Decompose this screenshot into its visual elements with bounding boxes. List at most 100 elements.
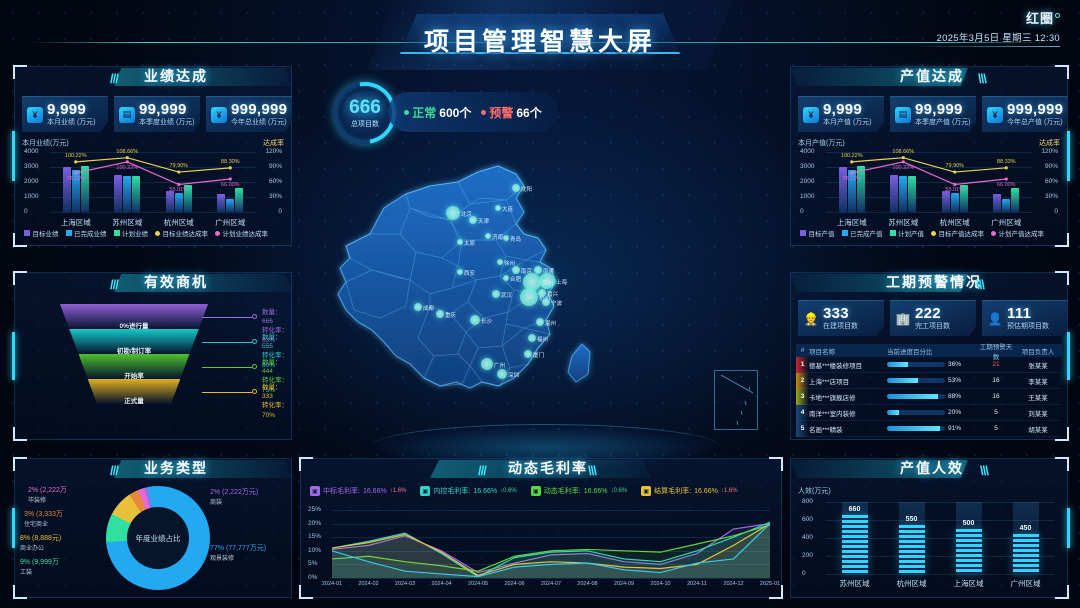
x-tick-label: 2024-01 — [321, 581, 343, 587]
bar-group[interactable] — [941, 152, 968, 212]
kpi-card[interactable]: ¥ 9,999 本月业绩 (万元) — [22, 96, 108, 132]
map-city-marker[interactable] — [523, 273, 541, 291]
map-city-marker[interactable] — [528, 334, 536, 342]
map-city-marker[interactable] — [520, 288, 538, 306]
people-efficiency-bar-chart[interactable]: 人效(万元) 0 200 400 600 800 660 苏州区域 550 杭州区域 500 上海区域… — [796, 486, 1062, 592]
map-city-marker[interactable] — [503, 275, 509, 281]
kpi-card[interactable]: ▤ 99,999 本季度业绩 (万元) — [114, 96, 200, 132]
gross-margin-metric[interactable]: ▣ 动态毛利率: 16.66% ↓0.6% — [530, 486, 627, 496]
map-city-marker[interactable] — [542, 298, 550, 306]
map-city-marker[interactable] — [524, 350, 532, 358]
warning-dot-icon — [481, 109, 487, 115]
gross-margin-legend[interactable]: ▣ 中标毛利率: 16.66% ↑1.6% ▣ 内控毛利率: 16.66% ↓0.6% ▣ 动态毛… — [310, 486, 738, 496]
row-progress[interactable]: 36% — [887, 361, 977, 368]
map-city-marker[interactable] — [497, 259, 503, 265]
bar-group[interactable] — [838, 152, 865, 212]
legend-item[interactable]: 已完成产值 — [841, 228, 883, 238]
table-row[interactable]: 2 上海***店项目 53% 16 李某某 — [796, 372, 1062, 389]
category-label: 上海区域 — [953, 579, 984, 588]
gross-margin-metric[interactable]: ▣ 中标毛利率: 16.66% ↑1.6% — [310, 486, 406, 496]
row-progress[interactable]: 91% — [887, 425, 977, 432]
legend-item[interactable]: 目标业绩达成率 — [155, 228, 208, 238]
map-city-marker[interactable] — [470, 315, 480, 325]
gridline — [332, 523, 770, 525]
row-progress[interactable]: 53% — [887, 377, 977, 384]
legend-item[interactable]: 目标产值 — [800, 228, 835, 238]
gross-margin-metric[interactable]: ▣ 结算毛利率: 16.66% ↑1.6% — [641, 486, 738, 496]
map-city-label: 重庆 — [445, 313, 457, 319]
map-city-marker[interactable] — [534, 266, 542, 274]
gross-margin-metric[interactable]: ▣ 内控毛利率: 16.66% ↓0.6% — [420, 486, 517, 496]
funnel-segment[interactable] — [69, 329, 199, 354]
bar-group[interactable] — [165, 152, 192, 212]
kpi-card[interactable]: ¥ 9,999 本月产值 (万元) — [798, 96, 884, 132]
x-tick-label: 2024-03 — [394, 581, 416, 587]
legend-item[interactable]: 目标业绩 — [24, 228, 59, 238]
business-type-donut-chart[interactable]: 年度业绩占比 77% (77,777万元) 观景装修 9% (9,999万 工装 8% (… — [14, 480, 292, 598]
kpi-card[interactable]: 👤 111 预估期项目数 — [982, 300, 1068, 336]
legend-item[interactable]: 计划产值 — [889, 228, 924, 238]
performance-combo-chart[interactable]: 本月业绩(万元) 达成率 0 0 1000 30% 2000 60% 3000 90% 4000 12… — [20, 138, 286, 242]
gridline — [826, 197, 1032, 198]
legend-item[interactable]: 已完成业绩 — [65, 228, 107, 238]
map-city-marker[interactable] — [414, 303, 422, 311]
bar[interactable] — [1012, 533, 1039, 574]
kpi-card[interactable]: ▤ 99,999 本季度产值 (万元) — [890, 96, 976, 132]
bar[interactable] — [955, 529, 982, 574]
center-stage: 666 总项目数 正常 600个 预警 66个 — [310, 62, 780, 482]
funnel-segment[interactable] — [60, 304, 208, 329]
map-city-marker[interactable] — [536, 318, 544, 326]
row-progress[interactable]: 88% — [887, 393, 977, 400]
schedule-warning-table[interactable]: # 项目名称 当前进度百分比 工期预警天数 项目负责人 1 德基***楼装修项目 36% 21… — [796, 344, 1062, 437]
map-city-marker[interactable] — [436, 310, 444, 318]
chart-legend[interactable]: 目标产值 已完成产值 计划产值 目标产值达成率 计划产值达成率 — [800, 228, 1044, 238]
legend-item[interactable]: 计划业绩达成率 — [215, 228, 268, 238]
y-tick-label: 25% — [308, 506, 322, 513]
donut-chart[interactable]: 年度业绩占比 — [106, 486, 210, 590]
opportunity-funnel-chart[interactable]: 0%进行量 数量：666 转化率：83% 初勘/制订率 数量：555 转化率：80% 开始率… — [14, 298, 292, 438]
legend-item[interactable]: 目标产值达成率 — [931, 228, 984, 238]
bar-group[interactable] — [62, 152, 89, 212]
row-progress[interactable]: 20% — [887, 409, 977, 416]
map-city-marker[interactable] — [539, 273, 555, 289]
map-city-marker[interactable] — [512, 184, 520, 192]
china-map[interactable]: 北京天津大连青岛济南徐州南京合肥南通上海苏州嘉兴杭州宁波温州福州厦门长沙广州深圳… — [310, 142, 780, 472]
chart-legend[interactable]: 目标业绩 已完成业绩 计划业绩 目标业绩达成率 计划业绩达成率 — [24, 228, 268, 238]
funnel-segment-label: 开始率 — [124, 373, 144, 380]
output-combo-chart[interactable]: 本月产值(万元) 达成率 0 0 1000 30% 2000 60% 3000 90% 4000 12… — [796, 138, 1062, 242]
table-row[interactable]: 3 卡地***旗舰店修 88% 16 王某某 — [796, 388, 1062, 405]
kpi-card[interactable]: 👷 333 在建项目数 — [798, 300, 884, 336]
kpi-value: 99,999 — [139, 101, 187, 119]
table-row[interactable]: 1 德基***楼装修项目 36% 21 张某某 — [796, 356, 1062, 373]
bar[interactable] — [841, 514, 868, 574]
map-city-marker[interactable] — [497, 369, 507, 379]
legend-item[interactable]: 计划业绩 — [113, 228, 148, 238]
map-city-marker[interactable] — [469, 216, 477, 224]
map-city-marker[interactable] — [538, 289, 546, 297]
funnel-segment[interactable] — [87, 379, 181, 404]
kpi-card[interactable]: ¥ 999,999 今年总业绩 (万元) — [206, 96, 292, 132]
map-city-marker[interactable] — [495, 205, 501, 211]
gross-margin-line-chart[interactable]: 0% 5% 10% 15% 20% 25% 2024-01 2024-02 2024-03 202… — [306, 504, 780, 594]
funnel-segment[interactable] — [78, 354, 190, 379]
map-city-marker[interactable] — [481, 358, 493, 370]
map-city-marker[interactable] — [457, 239, 463, 245]
map-city-marker[interactable] — [512, 266, 520, 274]
kpi-card[interactable]: ¥ 999,999 今年总产值 (万元) — [982, 96, 1068, 132]
map-city-marker[interactable] — [446, 206, 460, 220]
legend-item[interactable]: 计划产值达成率 — [991, 228, 1044, 238]
wallet-icon: ¥ — [211, 106, 227, 123]
map-city-marker[interactable] — [485, 233, 491, 239]
bar-group[interactable] — [217, 152, 244, 212]
map-city-marker[interactable] — [503, 235, 509, 241]
kpi-card[interactable]: 🏢 222 完工项目数 — [890, 300, 976, 336]
map-city-marker[interactable] — [492, 290, 500, 298]
bar-group[interactable] — [890, 152, 917, 212]
bar-group[interactable] — [993, 152, 1020, 212]
bar-group[interactable] — [114, 152, 141, 212]
table-row[interactable]: 4 南洋***室内装修 20% 5 刘某某 — [796, 404, 1062, 421]
table-row[interactable]: 5 名画***精装 91% 5 胡某某 — [796, 420, 1062, 437]
wallet-icon: ¥ — [987, 106, 1003, 123]
bar[interactable] — [898, 524, 925, 574]
map-city-marker[interactable] — [457, 269, 463, 275]
